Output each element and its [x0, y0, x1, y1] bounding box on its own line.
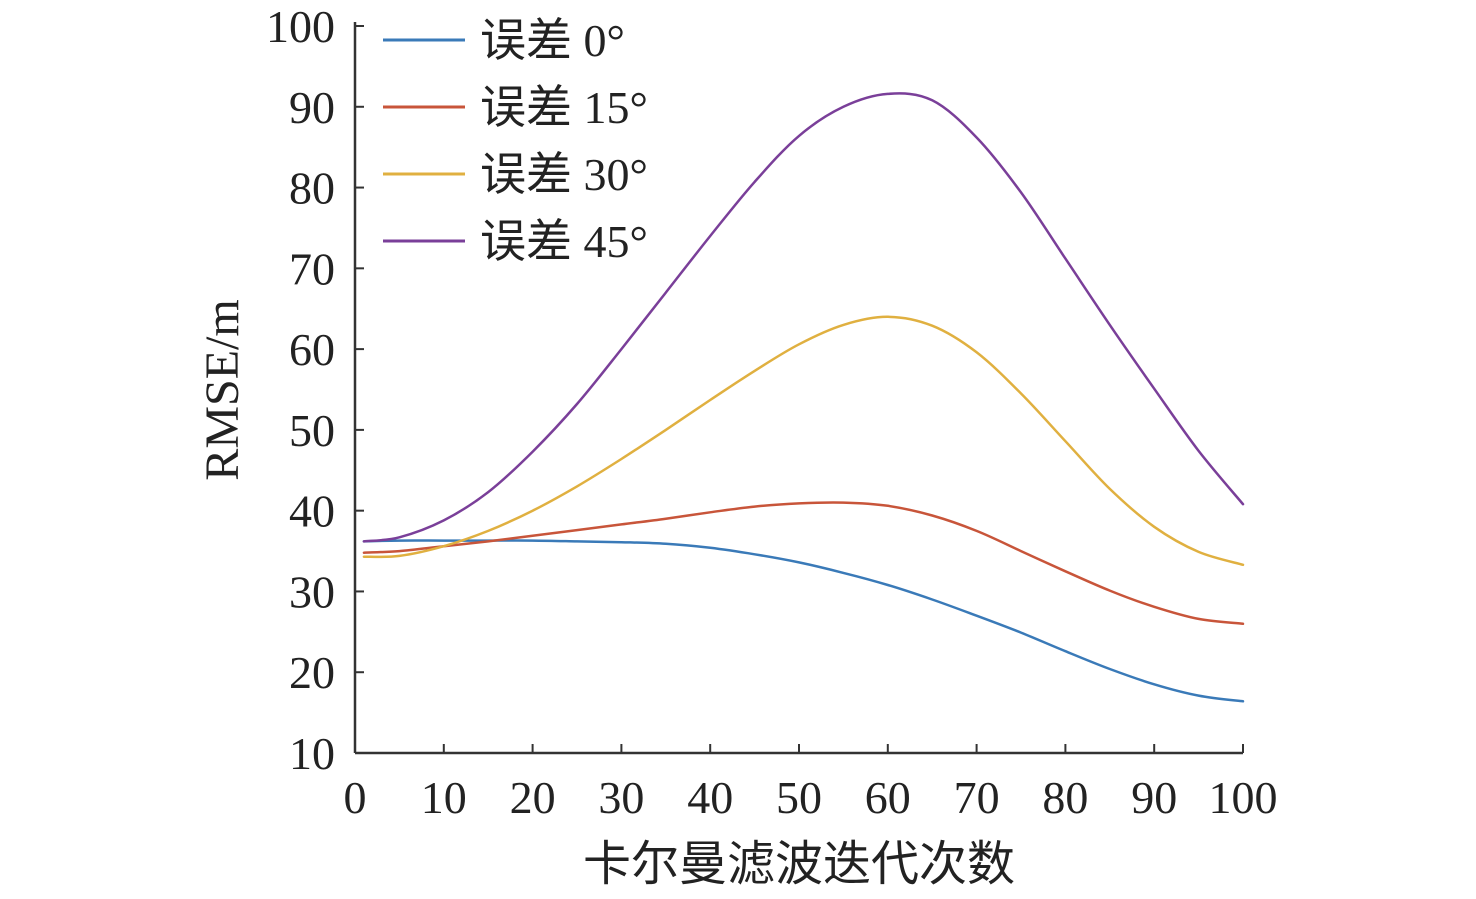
y-tick-label: 60 [289, 324, 335, 375]
series-lines [362, 92, 1245, 703]
series-line-0 [362, 539, 1245, 703]
legend-label-1: 误差 15° [480, 82, 648, 133]
x-tick-label: 30 [598, 772, 644, 823]
y-tick-label: 80 [289, 163, 335, 214]
series-line-2 [362, 315, 1245, 567]
legend-label-3: 误差 45° [480, 216, 648, 267]
x-tick-label: 40 [687, 772, 733, 823]
x-axis-title: 卡尔曼滤波迭代次数 [583, 838, 1015, 891]
y-tick-label: 40 [289, 486, 335, 537]
legend-label-0: 误差 0° [480, 15, 625, 66]
y-tick-label: 10 [289, 728, 335, 779]
y-tick-label: 50 [289, 405, 335, 456]
x-tick-label: 60 [865, 772, 911, 823]
legend-label-2: 误差 30° [480, 149, 648, 200]
axes [353, 22, 1243, 755]
y-tick-label: 90 [289, 82, 335, 133]
x-tick-label: 70 [954, 772, 1000, 823]
y-axis-title: RMSE/m [196, 299, 249, 480]
y-tick-label: 30 [289, 566, 335, 617]
y-tick-label: 70 [289, 243, 335, 294]
x-axis-ticks: 0 10 20 30 40 50 60 70 80 90 100 [344, 744, 1278, 823]
x-tick-label: 50 [776, 772, 822, 823]
y-tick-label: 20 [289, 647, 335, 698]
legend: 误差 0° 误差 15° 误差 30° 误差 45° [383, 15, 648, 267]
x-tick-label: 80 [1042, 772, 1088, 823]
y-axis-ticks: 10 20 30 40 50 60 70 80 90 100 [266, 1, 364, 779]
series-line-1 [362, 501, 1245, 626]
x-tick-label: 90 [1131, 772, 1177, 823]
x-tick-label: 10 [421, 772, 467, 823]
x-tick-label: 100 [1209, 772, 1278, 823]
x-tick-label: 20 [510, 772, 556, 823]
x-tick-label: 0 [344, 772, 367, 823]
y-tick-label: 100 [266, 1, 335, 52]
series-line-3 [362, 92, 1245, 543]
